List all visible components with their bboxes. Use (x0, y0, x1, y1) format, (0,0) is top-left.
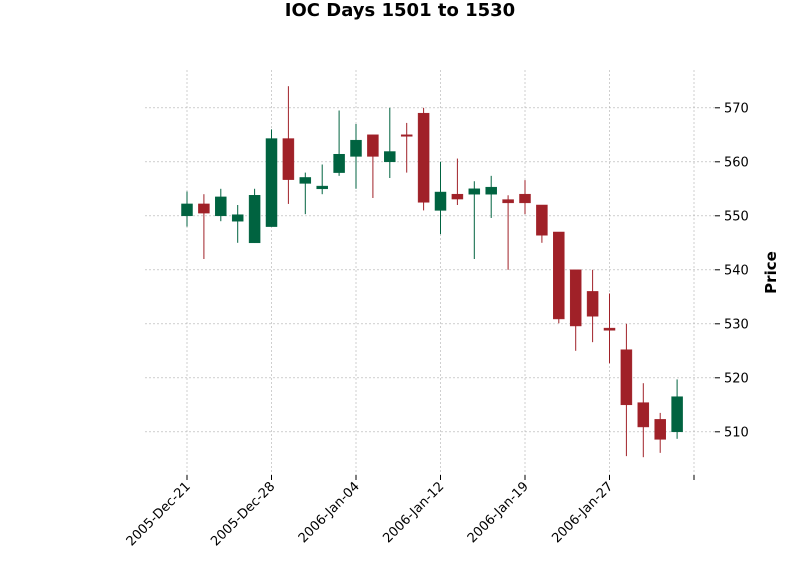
candle-body (603, 327, 616, 331)
candle-body (198, 203, 210, 214)
candle-body (231, 214, 244, 222)
candle-body (586, 291, 599, 317)
x-tick-label: 2006-Jan-27 (549, 479, 616, 546)
y-tick-label: 570 (724, 101, 749, 116)
candle-body (400, 134, 413, 137)
candle-body (367, 134, 379, 157)
candle-layer (181, 86, 683, 458)
candle-body (282, 138, 295, 180)
candle-body (434, 191, 447, 211)
candle-body (519, 193, 531, 204)
candle-body (299, 177, 312, 184)
candle-body (553, 231, 565, 320)
y-tick-label: 520 (724, 371, 749, 386)
candle-body (468, 188, 481, 195)
candle-body (181, 203, 193, 217)
y-axis-label: Price (762, 251, 780, 294)
x-tick-label: 2005-Dec-28 (208, 479, 278, 549)
candle-body (248, 195, 261, 244)
candle-body (333, 153, 345, 173)
x-tick-label: 2005-Dec-21 (124, 479, 194, 549)
x-tick-label: 2006-Jan-04 (296, 479, 363, 546)
candle-body (485, 186, 497, 195)
candle-body (569, 269, 582, 327)
candle-body (620, 349, 633, 406)
y-tick-label: 530 (724, 317, 749, 332)
candle-body (316, 185, 328, 190)
axis-layer: 510 520 530 540 550 560 570 2005-Dec-21 2005-Dec… (124, 101, 780, 549)
y-tick-label: 550 (724, 209, 749, 224)
x-tick-label: 2006-Jan-12 (380, 479, 447, 546)
y-tick-label: 540 (724, 263, 749, 278)
candle-body (637, 402, 650, 428)
candle-body (417, 112, 430, 203)
candle-body (265, 138, 278, 227)
grid-layer (145, 70, 715, 475)
candle-body (502, 199, 514, 204)
candle-body (654, 419, 666, 440)
candle-body (350, 139, 362, 157)
y-tick-label: 510 (724, 425, 749, 440)
candle-body (536, 204, 548, 236)
chart-title: IOC Days 1501 to 1530 (284, 0, 516, 21)
x-tick-label: 2006-Jan-19 (465, 479, 532, 546)
y-tick-label: 560 (724, 155, 749, 170)
candle-body (671, 396, 683, 433)
candle-body (384, 151, 396, 163)
candle-body (215, 196, 227, 217)
candle-body (451, 193, 464, 200)
